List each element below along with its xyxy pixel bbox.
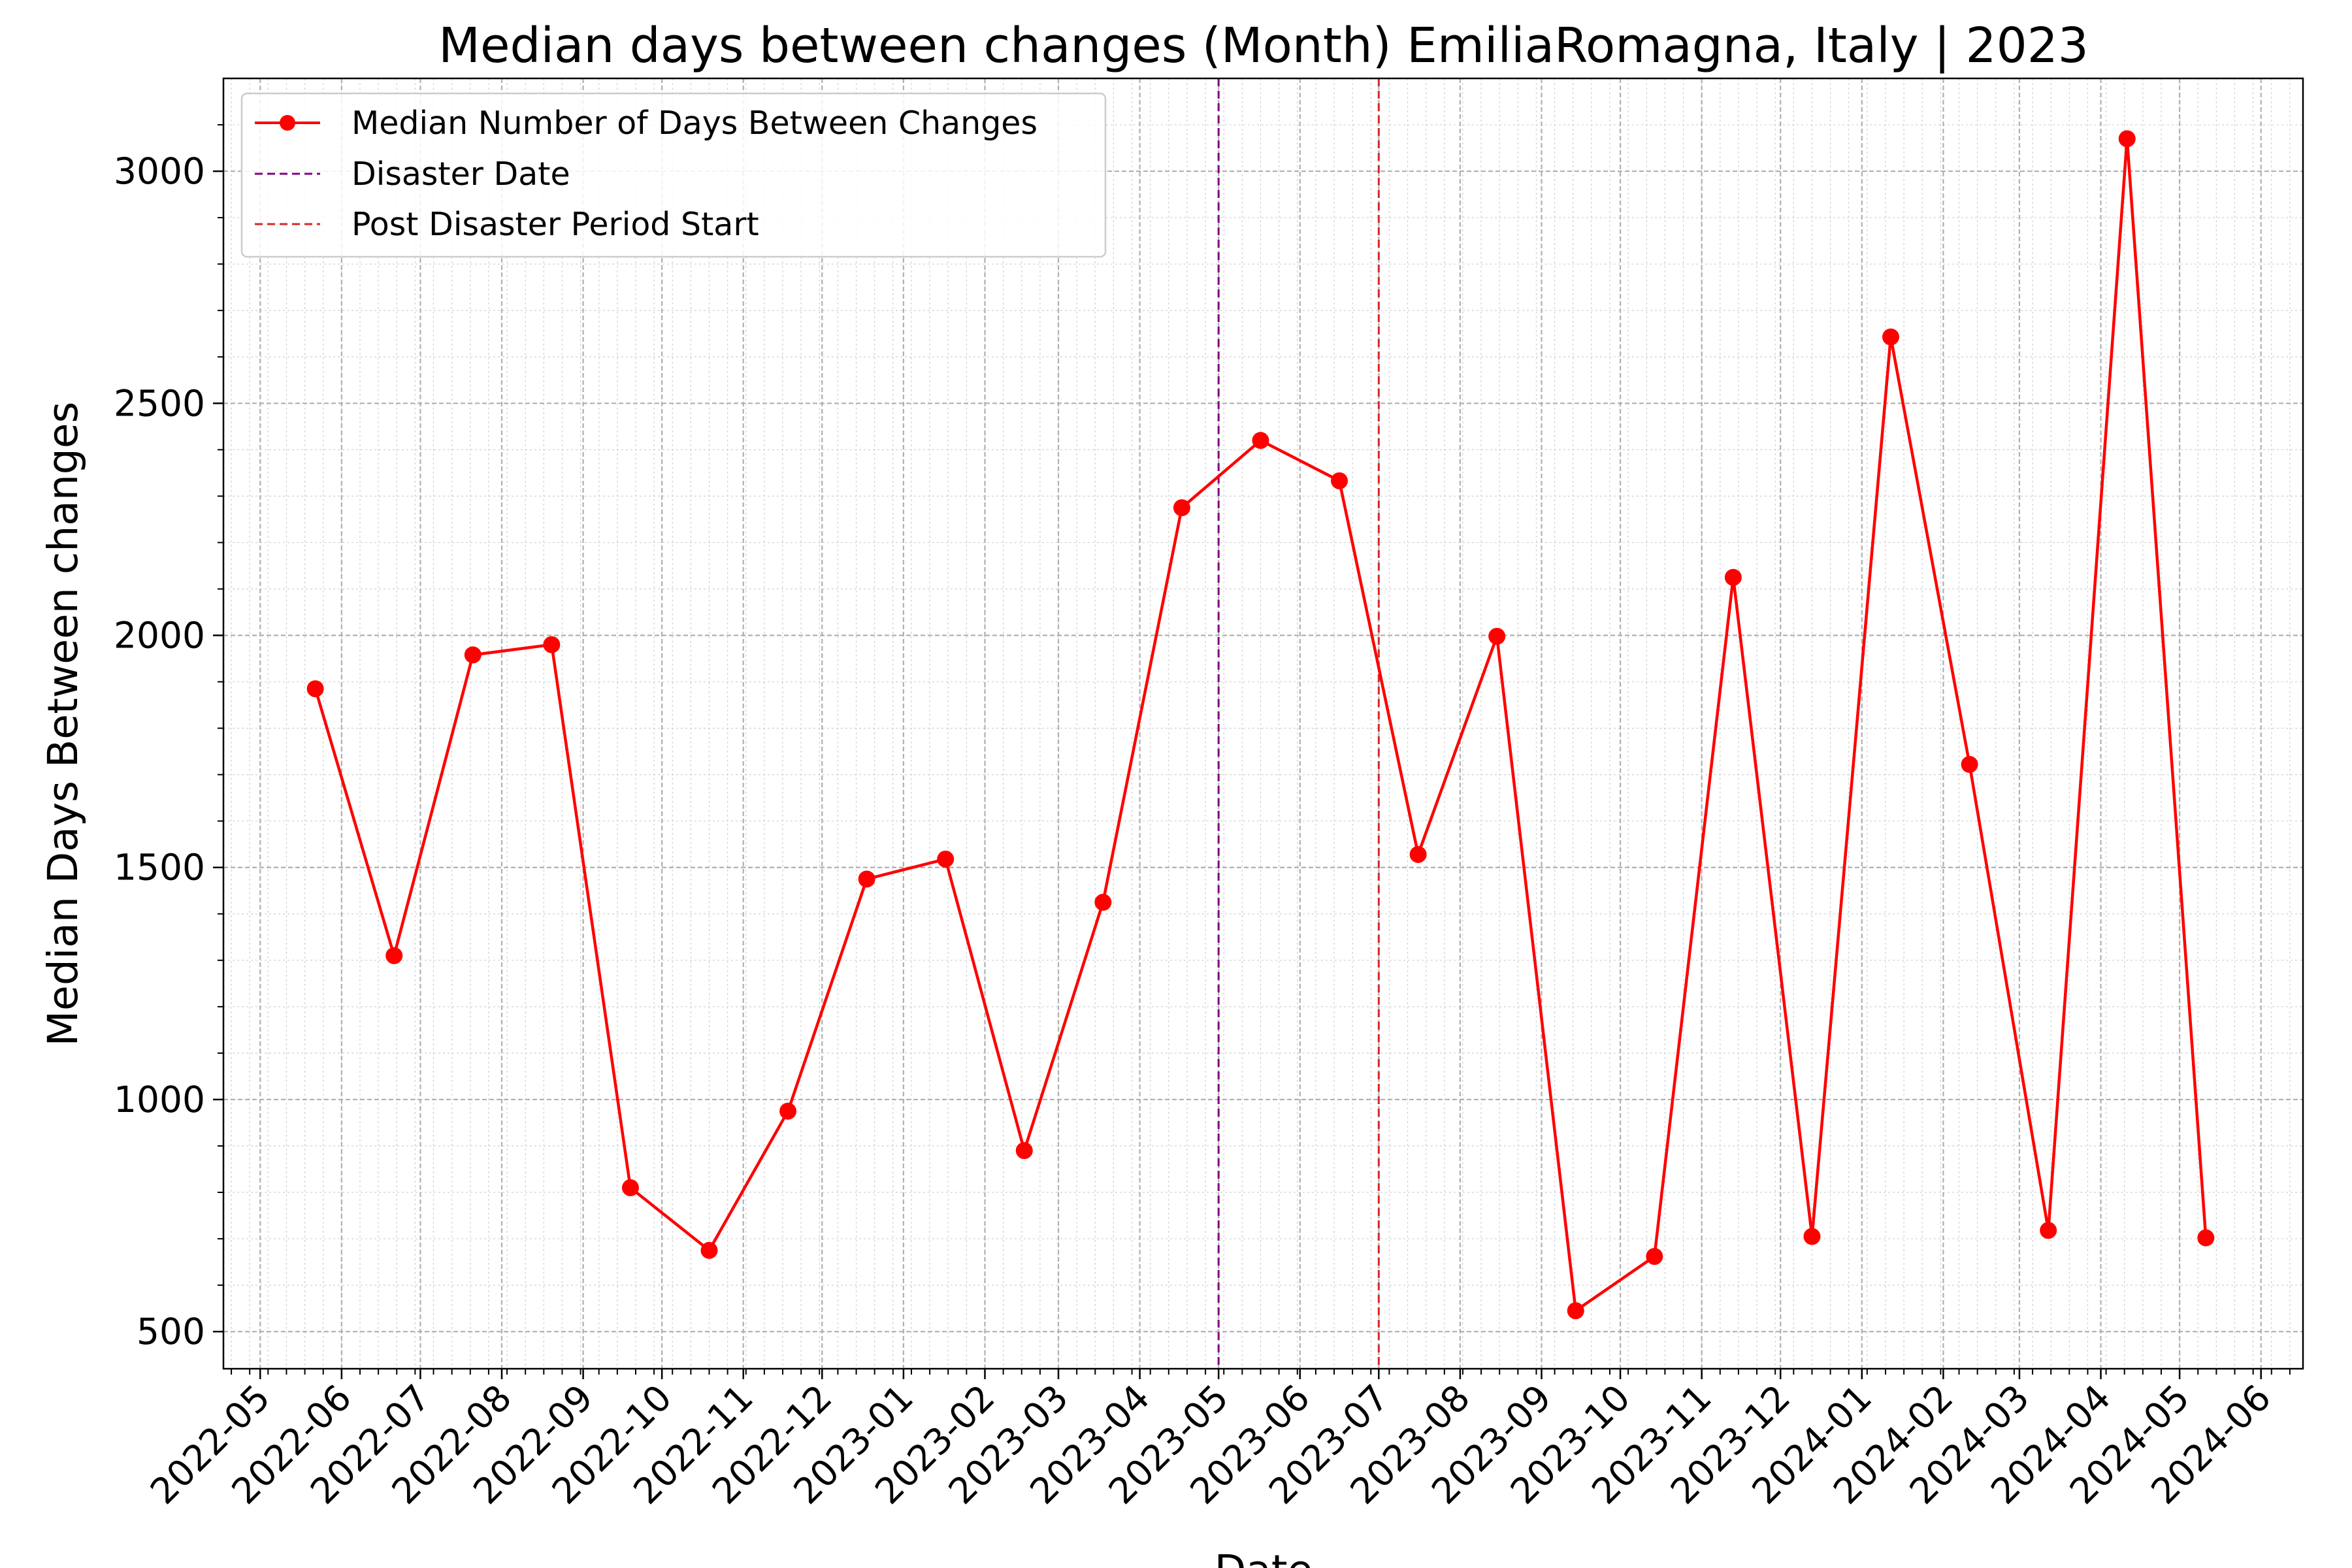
data-point [1094,894,1112,911]
data-point [858,870,875,888]
data-point [543,636,561,653]
data-point [1015,1142,1033,1160]
data-point [1331,472,1348,489]
major-grid [223,78,2303,1369]
x-axis-label: Date [1215,1546,1313,1568]
data-point [1646,1248,1663,1266]
minor-grid [223,78,2303,1369]
data-point [1803,1228,1821,1245]
y-tick-label: 1000 [114,1079,205,1120]
y-axis-label: Median Days Between changes [39,402,87,1047]
data-point [385,947,403,964]
y-tick-label: 2000 [114,615,205,657]
data-point [2197,1229,2215,1247]
series-layer [306,130,2215,1320]
data-point [306,680,324,698]
data-point [2118,130,2136,148]
legend-box [240,92,1107,258]
y-tick-label: 3000 [114,150,205,192]
data-point [464,646,482,664]
data-point [779,1102,797,1120]
plot-frame [222,77,2304,1370]
data-point [1961,756,1978,774]
legend-series-marker [280,115,295,131]
y-axis: 500 1000 1500 2000 2500 3000 [114,124,223,1352]
y-tick-label: 500 [137,1311,205,1352]
data-point [700,1241,718,1259]
data-point [1567,1302,1584,1320]
data-point [1173,499,1190,517]
data-point [1409,845,1427,863]
y-tick-label: 1500 [114,847,205,889]
data-point [621,1179,639,1196]
legend: Median Number of Days Between Changes Di… [240,92,1107,258]
legend-label-disaster-date: Disaster Date [351,155,570,193]
data-point [2040,1222,2057,1239]
data-point [1882,328,1900,346]
reference-lines [1217,78,1380,1369]
data-point [1488,627,1506,645]
data-point [1252,432,1269,449]
y-tick-label: 2500 [114,382,205,424]
legend-label-post-disaster-start: Post Disaster Period Start [351,206,759,243]
chart-title: Median days between changes (Month) Emil… [438,18,2089,74]
data-point [1724,568,1742,586]
legend-label-median-days: Median Number of Days Between Changes [351,105,1037,142]
data-point [937,850,955,868]
